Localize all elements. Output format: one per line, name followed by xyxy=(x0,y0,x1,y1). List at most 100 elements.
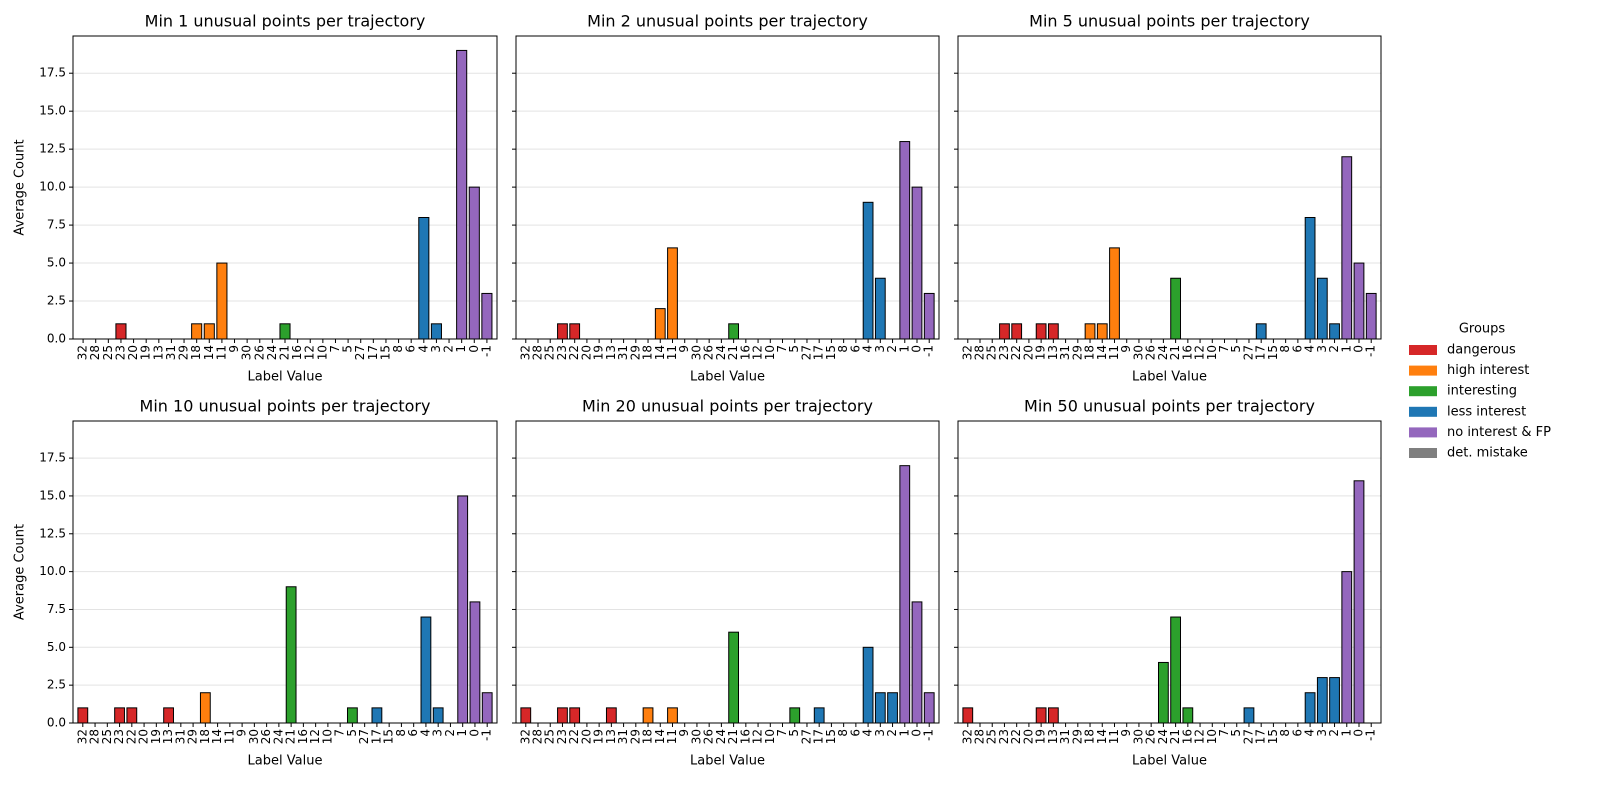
x-tick-label: 26 xyxy=(252,345,266,360)
x-tick-label: 26 xyxy=(702,345,716,360)
bar xyxy=(911,186,923,340)
x-tick-label: 15 xyxy=(382,729,396,744)
bar xyxy=(1304,216,1316,340)
x-tick-label: 24 xyxy=(714,345,728,360)
y-tick-label: 5.0 xyxy=(47,256,66,270)
bar xyxy=(1255,323,1267,340)
x-tick-label: 1 xyxy=(454,345,468,353)
x-tick-label: 28 xyxy=(973,345,987,360)
x-tick-label: 2 xyxy=(885,345,899,353)
x-tick-label: 31 xyxy=(1058,345,1072,360)
y-tick-label: 15.0 xyxy=(39,104,66,118)
x-tick-label: 23 xyxy=(112,729,126,744)
bar xyxy=(1109,247,1120,340)
x-tick-label: 29 xyxy=(177,345,191,360)
x-tick-label: 14 xyxy=(202,345,216,360)
x-tick-label: 23 xyxy=(555,729,569,744)
legend-swatch xyxy=(1409,386,1437,397)
bar xyxy=(642,707,654,724)
bar xyxy=(1304,692,1316,724)
x-tick-label: 15 xyxy=(1266,345,1280,360)
x-tick-label: 20 xyxy=(126,345,140,360)
bar xyxy=(346,707,358,724)
y-tick-label: 10.0 xyxy=(39,180,66,194)
x-tick-label: 14 xyxy=(653,729,667,744)
x-tick-label: 26 xyxy=(702,729,716,744)
x-tick-label: 5 xyxy=(787,345,801,353)
bar xyxy=(962,707,974,724)
x-tick-label: 28 xyxy=(88,729,102,744)
x-tick-label: 8 xyxy=(1278,729,1292,737)
bar xyxy=(899,141,911,340)
plot-frame xyxy=(72,420,498,724)
legend-label: high interest xyxy=(1447,363,1529,378)
x-tick-label: 11 xyxy=(214,345,228,360)
y-tick-label: 10.0 xyxy=(39,564,66,578)
x-tick-label: 6 xyxy=(1290,729,1304,737)
x-tick-label: 25 xyxy=(101,345,115,360)
x-tick-label: 8 xyxy=(394,729,408,737)
x-tick-label: 4 xyxy=(418,729,432,737)
x-tick-label: -1 xyxy=(922,729,936,741)
bar xyxy=(203,323,215,340)
bar xyxy=(432,707,444,724)
x-tick-label: 0 xyxy=(467,729,481,737)
x-tick-label: 16 xyxy=(296,729,310,744)
x-tick-label: 20 xyxy=(579,345,593,360)
x-tick-label: 0 xyxy=(909,729,923,737)
x-tick-label: 2 xyxy=(885,729,899,737)
x-tick-label: 10 xyxy=(763,729,777,744)
x-tick-label: 11 xyxy=(665,729,679,744)
bar xyxy=(728,631,740,724)
x-tick-label: 32 xyxy=(518,729,532,744)
bar xyxy=(557,323,568,340)
x-tick-label: 30 xyxy=(240,345,254,360)
x-tick-label: 30 xyxy=(247,729,261,744)
bar xyxy=(1341,571,1353,724)
x-tick-label: 22 xyxy=(567,729,581,744)
x-tick-label: 0 xyxy=(1351,345,1365,353)
x-tick-label: 7 xyxy=(775,345,789,353)
x-tick-label: 13 xyxy=(151,345,165,360)
x-tick-label: 19 xyxy=(149,729,163,744)
x-tick-label: 6 xyxy=(406,729,420,737)
bar xyxy=(1096,323,1108,340)
y-tick-label: 17.5 xyxy=(39,451,66,465)
x-tick-label: 1 xyxy=(455,729,469,737)
bar xyxy=(1353,262,1365,340)
x-tick-label: 29 xyxy=(1070,345,1084,360)
x-tick-label: 16 xyxy=(290,345,304,360)
x-tick-label: 26 xyxy=(1144,345,1158,360)
x-tick-label: 0 xyxy=(467,345,481,353)
y-axis-label: Average Count xyxy=(13,524,28,620)
bar xyxy=(654,308,666,340)
bar xyxy=(418,216,430,340)
bar xyxy=(1329,677,1340,724)
bar xyxy=(1170,277,1182,340)
x-tick-label: 31 xyxy=(173,729,187,744)
x-tick-label: 9 xyxy=(227,345,241,353)
x-tick-label: 25 xyxy=(985,345,999,360)
x-tick-label: 24 xyxy=(714,729,728,744)
x-tick-label: 30 xyxy=(1131,345,1145,360)
x-tick-label: 6 xyxy=(404,345,418,353)
y-tick-label: 12.5 xyxy=(39,526,66,540)
x-tick-label: 20 xyxy=(579,729,593,744)
x-tick-label: 4 xyxy=(416,345,430,353)
x-tick-label: 22 xyxy=(1009,345,1023,360)
x-tick-label: 2 xyxy=(443,729,457,737)
y-tick-label: 15.0 xyxy=(39,488,66,502)
x-tick-label: 16 xyxy=(1180,729,1194,744)
bar xyxy=(1182,707,1194,724)
bar xyxy=(77,707,89,724)
x-tick-label: 31 xyxy=(164,345,178,360)
x-tick-label: 19 xyxy=(1034,345,1048,360)
x-tick-label: 12 xyxy=(751,729,765,744)
bar xyxy=(114,707,125,724)
x-tick-label: 1 xyxy=(897,345,911,353)
x-tick-label: 25 xyxy=(985,729,999,744)
plot-frame xyxy=(72,35,498,340)
x-tick-label: 11 xyxy=(665,345,679,360)
x-tick-label: 4 xyxy=(1303,729,1317,737)
